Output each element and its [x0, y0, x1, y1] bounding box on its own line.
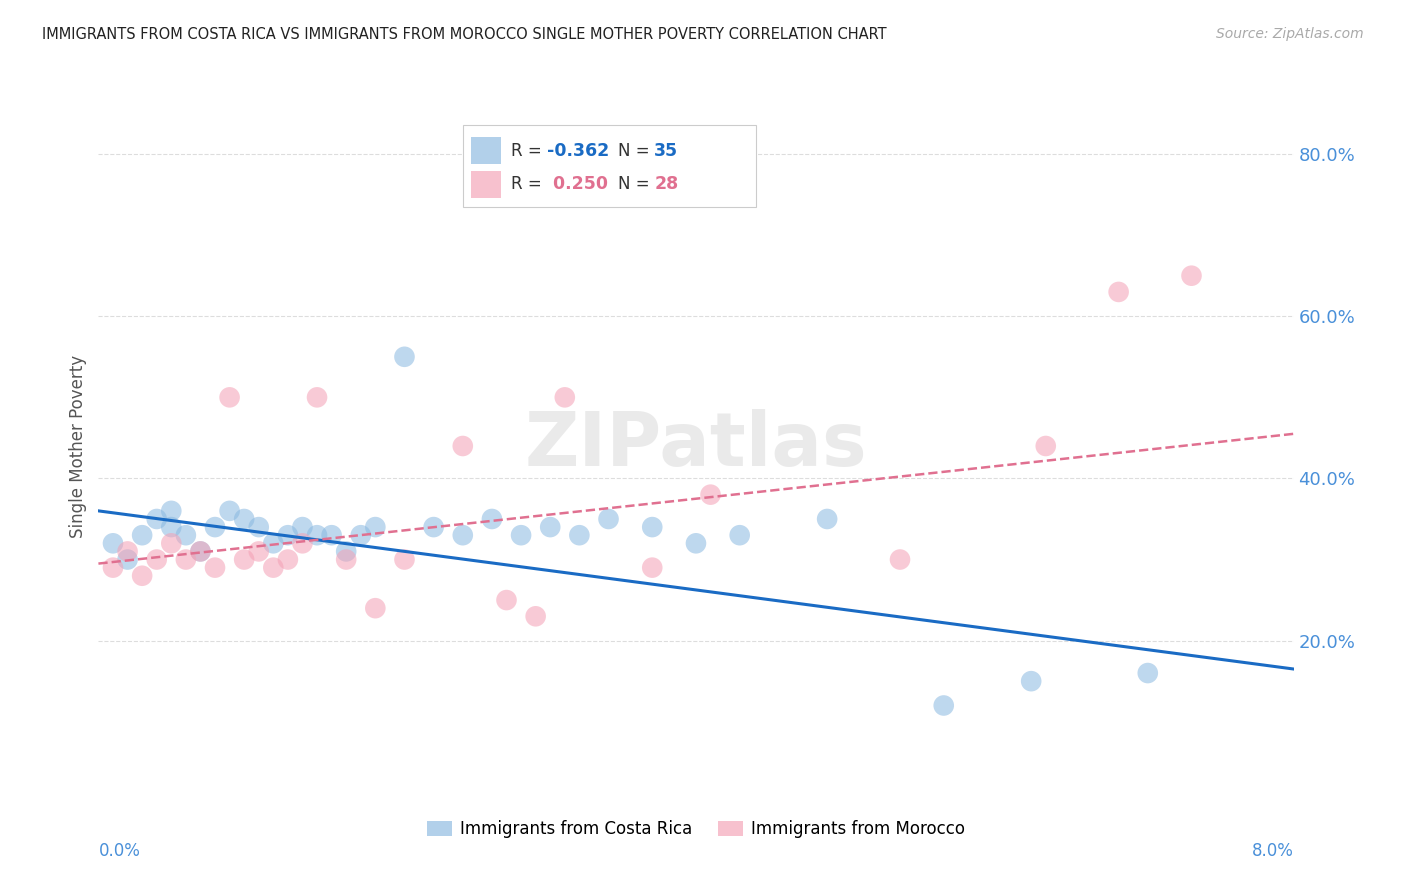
Point: [422, 520, 444, 534]
Point: [160, 536, 183, 550]
Point: [204, 520, 226, 534]
Text: ZIPatlas: ZIPatlas: [524, 409, 868, 483]
Text: N =: N =: [619, 175, 650, 193]
Text: 35: 35: [654, 142, 678, 160]
Point: [160, 504, 183, 518]
Point: [889, 552, 911, 566]
Point: [1035, 439, 1057, 453]
Point: [728, 528, 751, 542]
Point: [685, 536, 707, 550]
Point: [1180, 268, 1202, 283]
Point: [218, 504, 240, 518]
Point: [495, 593, 517, 607]
Point: [262, 560, 284, 574]
Point: [335, 544, 357, 558]
Point: [262, 536, 284, 550]
Text: 8.0%: 8.0%: [1251, 842, 1294, 860]
Point: [131, 528, 153, 542]
Point: [815, 512, 838, 526]
Point: [174, 528, 197, 542]
Point: [1019, 674, 1042, 689]
FancyBboxPatch shape: [471, 137, 501, 164]
Text: Source: ZipAtlas.com: Source: ZipAtlas.com: [1216, 27, 1364, 41]
Point: [641, 520, 664, 534]
Point: [481, 512, 503, 526]
Point: [364, 601, 387, 615]
FancyBboxPatch shape: [471, 170, 501, 198]
FancyBboxPatch shape: [463, 125, 756, 207]
Point: [321, 528, 343, 542]
Point: [510, 528, 533, 542]
Point: [117, 544, 139, 558]
Point: [101, 560, 124, 574]
Point: [699, 488, 721, 502]
Point: [277, 552, 299, 566]
Point: [305, 390, 328, 404]
Point: [394, 350, 416, 364]
Point: [145, 552, 167, 566]
Point: [233, 552, 256, 566]
Point: [160, 520, 183, 534]
Text: R =: R =: [510, 142, 541, 160]
Point: [335, 552, 357, 566]
Point: [394, 552, 416, 566]
Point: [291, 520, 314, 534]
Y-axis label: Single Mother Poverty: Single Mother Poverty: [69, 354, 87, 538]
Point: [174, 552, 197, 566]
Point: [524, 609, 547, 624]
Text: R =: R =: [510, 175, 541, 193]
Point: [233, 512, 256, 526]
Point: [451, 439, 474, 453]
Point: [932, 698, 955, 713]
Point: [451, 528, 474, 542]
Point: [247, 544, 270, 558]
Point: [364, 520, 387, 534]
Text: 28: 28: [654, 175, 678, 193]
Text: 0.0%: 0.0%: [98, 842, 141, 860]
Point: [598, 512, 620, 526]
Point: [204, 560, 226, 574]
Point: [291, 536, 314, 550]
Legend: Immigrants from Costa Rica, Immigrants from Morocco: Immigrants from Costa Rica, Immigrants f…: [420, 814, 972, 845]
Text: 0.250: 0.250: [547, 175, 607, 193]
Point: [1136, 666, 1159, 681]
Point: [218, 390, 240, 404]
Point: [117, 552, 139, 566]
Point: [568, 528, 591, 542]
Point: [350, 528, 373, 542]
Point: [247, 520, 270, 534]
Point: [1108, 285, 1130, 299]
Point: [277, 528, 299, 542]
Point: [190, 544, 212, 558]
Text: -0.362: -0.362: [547, 142, 609, 160]
Point: [190, 544, 212, 558]
Point: [538, 520, 561, 534]
Point: [641, 560, 664, 574]
Point: [101, 536, 124, 550]
Point: [554, 390, 576, 404]
Point: [131, 568, 153, 582]
Point: [145, 512, 167, 526]
Text: IMMIGRANTS FROM COSTA RICA VS IMMIGRANTS FROM MOROCCO SINGLE MOTHER POVERTY CORR: IMMIGRANTS FROM COSTA RICA VS IMMIGRANTS…: [42, 27, 887, 42]
Text: N =: N =: [619, 142, 650, 160]
Point: [305, 528, 328, 542]
